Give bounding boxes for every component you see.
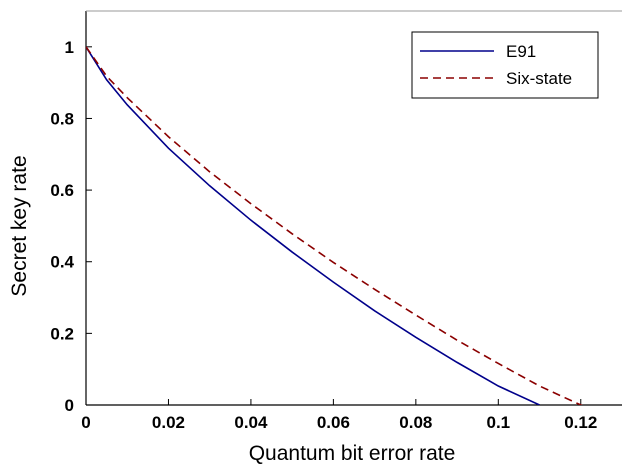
x-tick-label: 0.12 (564, 413, 597, 432)
series-layer (86, 46, 583, 405)
y-axis-ticks: 0 0.2 0.4 0.6 0.8 1 (50, 38, 92, 415)
series-line-six-state (86, 46, 583, 405)
legend-label-e91: E91 (506, 42, 536, 61)
x-tick-label: 0.08 (399, 413, 432, 432)
y-tick-label: 0.2 (50, 324, 74, 343)
y-tick-label: 1 (65, 38, 74, 57)
legend-label-six-state: Six-state (506, 69, 572, 88)
y-tick-label: 0.4 (50, 253, 74, 272)
plot-frame (85, 10, 622, 406)
series-line-e91 (86, 46, 540, 405)
y-axis-label: Secret key rate (8, 155, 31, 296)
x-tick-label: 0 (81, 413, 90, 432)
legend: E91 Six-state (411, 31, 599, 99)
legend-box (411, 31, 599, 99)
x-axis-label: Quantum bit error rate (249, 442, 456, 465)
y-tick-label: 0 (65, 396, 74, 415)
x-tick-label: 0.04 (234, 413, 268, 432)
x-axis-ticks: 0 0.02 0.04 0.06 0.08 0.1 0.12 (81, 399, 597, 432)
x-tick-label: 0.1 (486, 413, 510, 432)
y-tick-label: 0.8 (50, 109, 74, 128)
x-tick-label: 0.06 (317, 413, 350, 432)
y-tick-label: 0.6 (50, 181, 74, 200)
x-tick-label: 0.02 (152, 413, 185, 432)
